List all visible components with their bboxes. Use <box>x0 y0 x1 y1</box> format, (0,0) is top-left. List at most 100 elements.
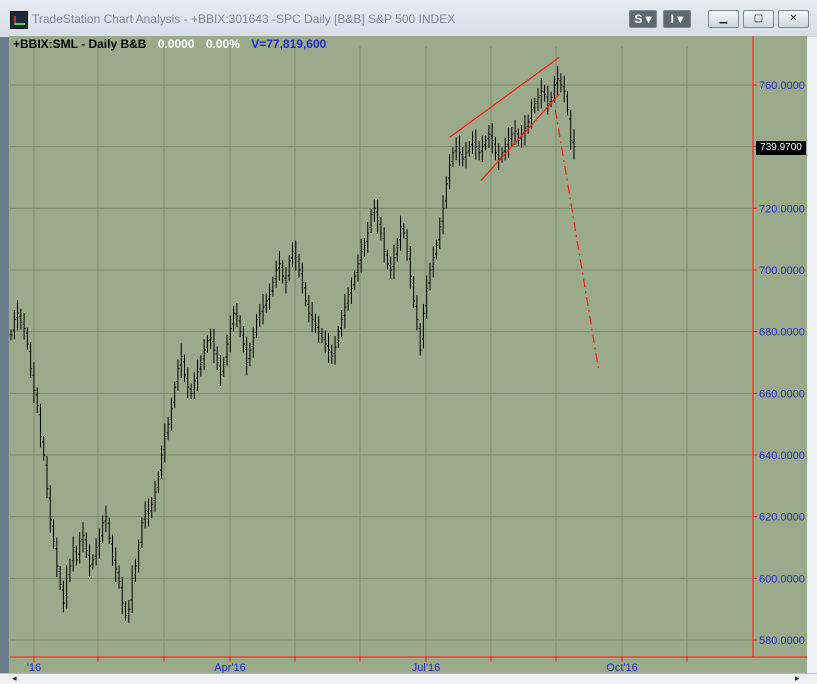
price-bar <box>353 270 357 291</box>
price-axis-label: 760.0000 <box>759 80 805 92</box>
price-bar <box>245 336 249 376</box>
chart-plot-area[interactable] <box>9 36 807 673</box>
price-bar <box>497 143 501 171</box>
price-bar <box>480 135 484 163</box>
price-bar <box>235 302 239 328</box>
price-bar <box>376 199 380 234</box>
price-bar <box>160 445 164 480</box>
price-bar <box>441 195 445 235</box>
price-bar <box>16 300 20 331</box>
channel-upper-trendline[interactable] <box>449 56 560 138</box>
time-axis-label: Jul'16 <box>412 662 440 674</box>
price-bar <box>281 260 285 284</box>
price-bar <box>546 85 550 115</box>
price-bar <box>451 147 455 168</box>
price-bar <box>277 250 281 282</box>
price-bar <box>284 266 288 294</box>
price-bar <box>379 216 383 241</box>
price-bar <box>356 254 360 282</box>
price-axis-label: 620.0000 <box>759 512 805 524</box>
price-bar <box>395 237 399 262</box>
price-bar <box>349 277 353 304</box>
close-button[interactable]: ✕ <box>778 10 809 28</box>
price-bar <box>91 554 95 570</box>
price-bar <box>536 88 540 111</box>
price-bar <box>186 367 190 399</box>
price-bar <box>84 532 88 558</box>
price-bar <box>163 423 167 463</box>
price-bar <box>454 137 458 161</box>
price-bar <box>359 238 363 274</box>
price-bar <box>55 537 59 578</box>
price-bar <box>218 355 222 386</box>
price-bar <box>173 381 177 408</box>
price-bar <box>435 239 439 260</box>
projected-decline-trendline[interactable] <box>554 109 600 369</box>
price-bar <box>9 329 13 341</box>
channel-lower-trendline[interactable] <box>480 93 560 181</box>
price-bar <box>461 147 465 167</box>
close-icon: ✕ <box>789 13 798 24</box>
price-bar <box>120 576 124 615</box>
price-bar <box>457 135 461 166</box>
price-bar <box>552 75 556 103</box>
price-bar <box>140 517 144 548</box>
price-bar <box>71 536 75 572</box>
price-axis-label: 580.0000 <box>759 635 805 647</box>
scroll-left-arrow-icon[interactable]: ◂ <box>12 673 17 683</box>
price-bar <box>493 136 497 161</box>
price-bar <box>320 327 324 344</box>
price-bar <box>366 221 370 253</box>
price-bar <box>202 339 206 370</box>
price-bar <box>503 137 507 161</box>
last-price-marker: 739.9700 <box>756 141 806 155</box>
indicator-dropdown-button[interactable]: I ▾ <box>663 10 691 28</box>
minimize-button[interactable]: ▁ <box>708 10 739 28</box>
maximize-button[interactable]: ▢ <box>743 10 774 28</box>
price-bar <box>238 315 242 338</box>
price-bar <box>330 344 334 364</box>
price-bar <box>258 303 262 327</box>
price-bar <box>274 260 278 288</box>
price-axis-label: 660.0000 <box>759 388 805 400</box>
price-bar <box>399 215 403 251</box>
price-bar <box>58 566 62 591</box>
price-bar <box>333 335 337 365</box>
price-bar <box>68 558 72 583</box>
price-axis-label: 700.0000 <box>759 265 805 277</box>
price-bar <box>19 308 23 330</box>
price-bar <box>48 485 52 533</box>
price-bar <box>549 91 553 108</box>
percent-change-value: 0.00% <box>205 37 240 51</box>
price-bar <box>431 246 435 278</box>
price-bar <box>156 471 160 493</box>
price-bar <box>45 455 49 499</box>
chart-info-line: +BBIX:SML - Daily B&B 0.0000 0.00% V=77,… <box>13 37 334 51</box>
volume-value: V=77,819,600 <box>251 37 327 51</box>
price-bar <box>313 313 317 333</box>
price-bar <box>205 335 209 353</box>
price-bar <box>340 310 344 338</box>
price-bar <box>182 354 186 383</box>
price-bar <box>346 287 350 311</box>
horizontal-scrollbar[interactable]: ◂ ▸ <box>0 673 817 684</box>
price-bar <box>176 359 180 391</box>
price-bar <box>526 114 530 134</box>
price-bar <box>228 315 232 353</box>
style-dropdown-button[interactable]: S ▾ <box>629 10 657 28</box>
price-bar <box>130 565 134 613</box>
window-title: TradeStation Chart Analysis - +BBIX:3016… <box>32 12 456 26</box>
price-bar <box>477 141 481 161</box>
price-bar <box>405 229 409 261</box>
price-bar <box>421 303 425 349</box>
price-bar <box>336 326 340 349</box>
price-bar <box>38 403 42 448</box>
price-bar <box>513 120 517 145</box>
scroll-right-arrow-icon[interactable]: ▸ <box>795 673 800 683</box>
price-bar <box>533 97 537 114</box>
price-bar <box>81 522 85 553</box>
price-bar <box>572 129 576 160</box>
price-bar <box>392 244 396 280</box>
price-bar <box>101 515 105 544</box>
